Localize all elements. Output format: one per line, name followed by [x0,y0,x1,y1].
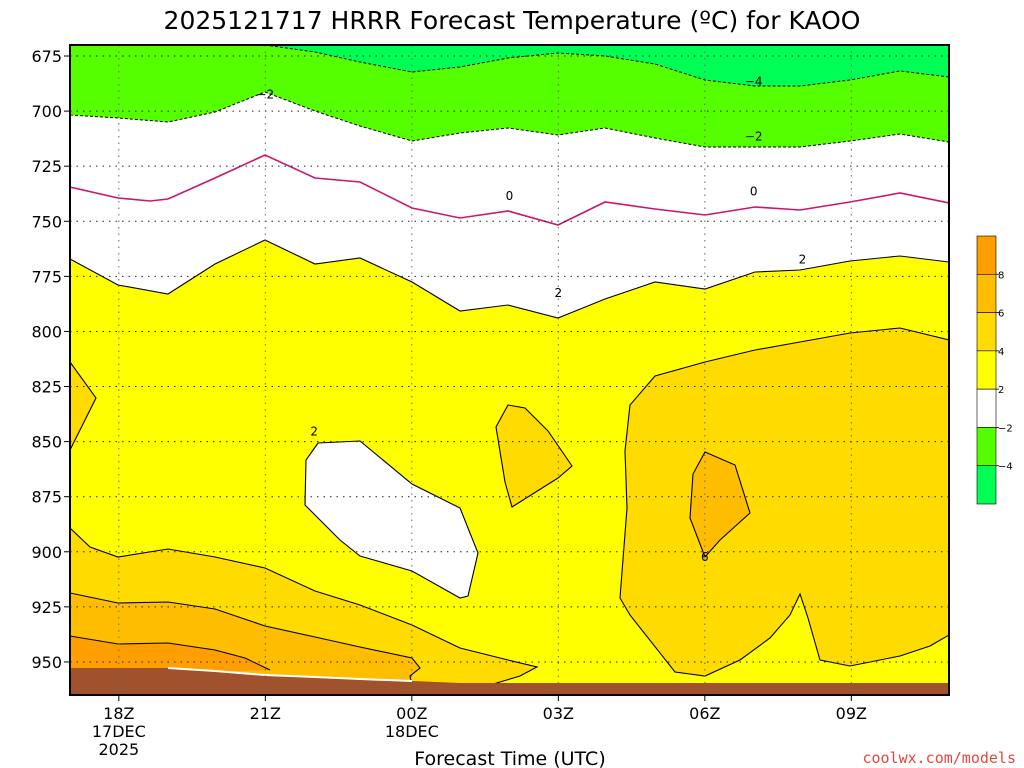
y-axis: 675 700 725 750 775 800 825 850 875 900 925 950 [31,47,70,672]
contour-label: 0 [506,189,514,203]
colorbar-tick-label: 2 [998,385,1004,396]
colorbar-tick-label: −4 [998,462,1013,473]
contour-4-left [70,361,97,451]
y-tick-label: 875 [31,488,62,507]
band-below-minus4 [210,45,949,86]
y-tick-label: 950 [31,653,62,672]
band-4-to-6-right [620,328,949,676]
plot-frame [69,44,950,696]
colorbar-bin [976,273,997,313]
contour-4-bottom [70,527,539,686]
colorbar-bin [976,235,997,275]
colorbar-bin [976,388,997,428]
credit-link[interactable]: coolwx.com/models [862,749,1016,767]
y-tick-label: 925 [31,598,62,617]
ground-edge-highlight [167,667,413,682]
contour-label: −2 [745,129,763,143]
contour-minus2 [70,91,949,148]
contour-label: 6 [701,550,709,564]
contour-label: −4 [745,74,763,88]
contour-label: 2 [555,286,563,300]
contour-2-island [304,440,479,599]
contour-8-bottom [70,635,271,671]
y-tick-label: 700 [31,102,62,121]
y-tick-label: 725 [31,157,62,176]
y-tick-label: 750 [31,212,62,231]
contour-label: 0 [750,184,758,198]
x-tick-label: 03Z [543,704,574,723]
y-tick-label: 800 [31,322,62,341]
band-4-to-6-left [70,362,96,450]
colorbar-bin [976,427,997,467]
gridlines [70,45,949,695]
x-tick-date: 18DEC [385,722,439,741]
contour-6-bottom [70,592,421,686]
contour-labels: −4 −2 −2 0 0 2 2 2 6 [256,74,807,564]
colorbar-tick-label: 4 [998,347,1004,358]
contour-label: 2 [799,253,807,267]
temperature-fields [70,45,949,695]
colorbar-bin [976,312,997,352]
contour-label: −2 [256,87,274,101]
x-tick-label: 18Z [103,704,134,723]
contour-6-blob [689,451,751,559]
colorbar-bin [976,350,997,390]
contour-2-main [70,239,949,319]
y-tick-label: 850 [31,433,62,452]
x-tick-year: 2025 [98,740,139,759]
band-6-to-8-blob [690,452,750,557]
x-tick-label: 00Z [396,704,427,723]
contour-label: 2 [310,425,318,439]
y-tick-label: 775 [31,267,62,286]
contour-zero [70,154,949,226]
y-tick-label: 825 [31,378,62,397]
ground-terrain [70,668,949,695]
contour-4-blob [495,404,573,508]
colorbar-tick-label: 8 [998,270,1004,281]
x-axis-label: Forecast Time (UTC) [414,748,605,768]
band-4-to-6-blob [496,405,572,507]
y-tick-label: 900 [31,543,62,562]
x-tick-label: 09Z [836,704,867,723]
y-tick-label: 675 [31,47,62,66]
x-tick-label: 06Z [689,704,720,723]
x-tick-date: 17DEC [92,722,146,741]
chart-title: 2025121717 HRRR Forecast Temperature (ºC… [164,6,861,35]
band-above-2-white-island [305,441,478,598]
x-tick-label: 21Z [250,704,281,723]
colorbar-tick-label: 6 [998,309,1004,320]
colorbar-bin [976,465,997,505]
band-8-to-10-bottom [70,636,270,672]
colorbar-tick-label: −2 [998,423,1013,434]
contour-4-right [619,327,949,677]
contour-minus4 [210,45,949,87]
colorbar: 8 6 4 2 −2 −4 [976,235,1013,505]
